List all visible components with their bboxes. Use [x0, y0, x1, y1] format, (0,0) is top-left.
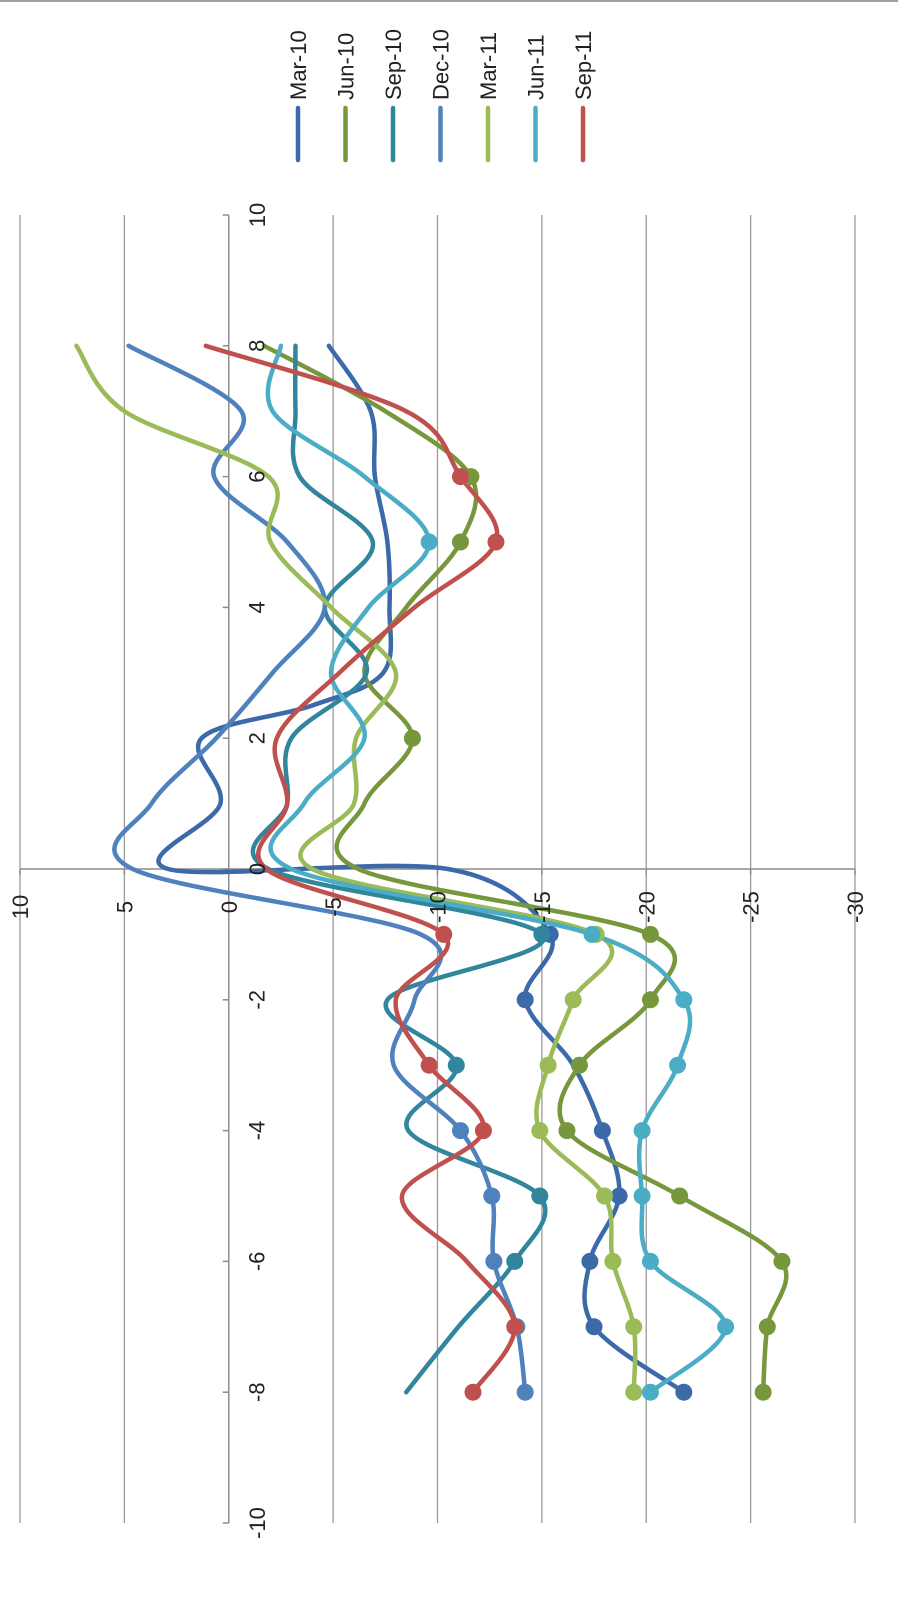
- data-point-mar-10: [610, 1187, 628, 1205]
- y-tick-label: 0: [217, 901, 242, 913]
- data-point-jun-11: [641, 1252, 659, 1270]
- data-point-jun-10: [570, 1056, 588, 1074]
- data-point-mar-10: [675, 1383, 693, 1401]
- series-line-jun-11: [265, 343, 728, 1395]
- y-tick-label: 5: [112, 901, 137, 913]
- data-point-mar-11: [604, 1252, 622, 1270]
- data-point-jun-10: [558, 1122, 576, 1140]
- x-tick-label: 2: [245, 732, 270, 744]
- x-tick-label: 8: [245, 340, 270, 352]
- data-point-mar-11: [564, 991, 582, 1009]
- data-point-mar-11: [539, 1056, 557, 1074]
- legend-label-sep-11: Sep-11: [571, 31, 596, 100]
- series-line-sep-11: [203, 343, 517, 1395]
- data-point-sep-11: [506, 1318, 524, 1336]
- data-point-jun-10: [403, 729, 421, 747]
- data-point-mar-10: [593, 1122, 611, 1140]
- data-point-jun-11: [641, 1383, 659, 1401]
- legend-label-dec-10: Dec-10: [429, 29, 454, 100]
- data-point-sep-11: [464, 1383, 482, 1401]
- data-point-sep-10: [533, 925, 551, 943]
- data-point-jun-11: [633, 1122, 651, 1140]
- data-point-dec-10: [516, 1383, 534, 1401]
- x-tick-label: -10: [245, 1507, 270, 1539]
- data-point-dec-10: [485, 1252, 503, 1270]
- data-point-dec-10: [451, 1122, 469, 1140]
- y-tick-label: 10: [8, 895, 33, 919]
- data-point-mar-10: [581, 1252, 599, 1270]
- x-tick-label: 4: [245, 601, 270, 613]
- data-point-sep-11: [474, 1122, 492, 1140]
- legend-label-mar-10: Mar-10: [286, 30, 311, 100]
- legend-label-sep-10: Sep-10: [381, 29, 406, 100]
- data-point-sep-10: [531, 1187, 549, 1205]
- y-tick-label: -15: [530, 891, 555, 923]
- legend: Mar-10 Jun-10 Sep-10 Dec-10 Mar-11 Jun-11 Sep-…: [286, 29, 596, 163]
- data-point-jun-11: [669, 1056, 687, 1074]
- data-point-jun-10: [671, 1187, 689, 1205]
- data-point-mar-11: [596, 1187, 613, 1205]
- data-point-jun-11: [583, 925, 601, 943]
- data-point-jun-10: [758, 1318, 776, 1336]
- y-tick-label: -10: [426, 891, 451, 923]
- data-point-mar-11: [625, 1383, 643, 1401]
- series-markers: [403, 468, 791, 1401]
- x-tick-label: 10: [245, 203, 270, 227]
- data-point-jun-10: [754, 1383, 772, 1401]
- data-point-mar-10: [516, 991, 534, 1009]
- legend-label-mar-11: Mar-11: [476, 32, 501, 100]
- data-point-sep-10: [506, 1252, 524, 1270]
- x-tick-label: -2: [245, 990, 270, 1010]
- data-point-sep-11: [451, 468, 469, 486]
- data-point-jun-10: [773, 1252, 791, 1270]
- data-point-sep-10: [447, 1056, 465, 1074]
- x-tick-label: -8: [245, 1382, 270, 1402]
- x-tick-label: 0: [245, 863, 270, 875]
- data-point-dec-10: [483, 1187, 501, 1205]
- y-tick-label: -20: [634, 891, 659, 923]
- data-point-jun-11: [420, 533, 438, 551]
- legend-label-jun-10: Jun-10: [334, 33, 359, 100]
- data-point-sep-11: [435, 925, 453, 943]
- data-point-sep-11: [487, 533, 505, 551]
- x-tick-label: -4: [245, 1121, 270, 1141]
- x-tick-label: 6: [245, 470, 270, 482]
- legend-label-jun-11: Jun-11: [524, 34, 549, 100]
- data-point-jun-11: [675, 991, 693, 1009]
- y-tick-label: -30: [843, 891, 868, 923]
- data-point-jun-11: [633, 1187, 651, 1205]
- series-line-jun-10: [261, 343, 789, 1395]
- data-point-sep-11: [420, 1056, 438, 1074]
- data-point-mar-10: [585, 1318, 603, 1336]
- data-point-mar-11: [625, 1318, 643, 1336]
- y-tick-label: -5: [321, 897, 346, 917]
- data-point-jun-10: [451, 533, 469, 551]
- data-point-mar-11: [531, 1122, 549, 1140]
- x-tick-label: -6: [245, 1252, 270, 1272]
- y-tick-label: -25: [739, 891, 764, 923]
- data-point-jun-10: [641, 925, 659, 943]
- data-point-jun-10: [641, 991, 659, 1009]
- data-point-jun-11: [717, 1318, 735, 1336]
